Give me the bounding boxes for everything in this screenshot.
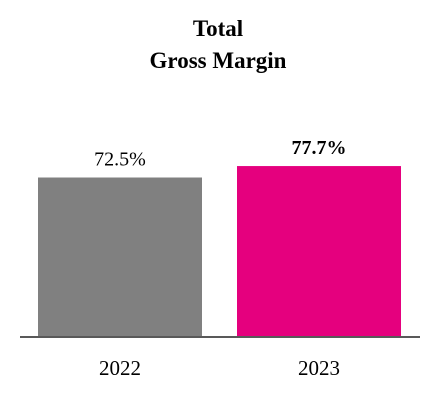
x-tick-labels-group: 2022 2023 — [99, 356, 340, 380]
value-labels-group: 72.5% 77.7% — [94, 137, 346, 170]
x-tick-label-2022: 2022 — [99, 356, 141, 380]
x-tick-label-2023: 2023 — [298, 356, 340, 380]
chart-title-line-1: Total — [193, 16, 243, 41]
value-label-2023: 77.7% — [292, 137, 347, 159]
bar-2023 — [237, 166, 401, 337]
bars-group — [38, 166, 401, 337]
chart-title: Total Gross Margin — [150, 16, 287, 73]
value-label-2022: 72.5% — [94, 149, 146, 171]
bar-2022 — [38, 177, 202, 337]
chart-title-line-2: Gross Margin — [150, 48, 287, 73]
